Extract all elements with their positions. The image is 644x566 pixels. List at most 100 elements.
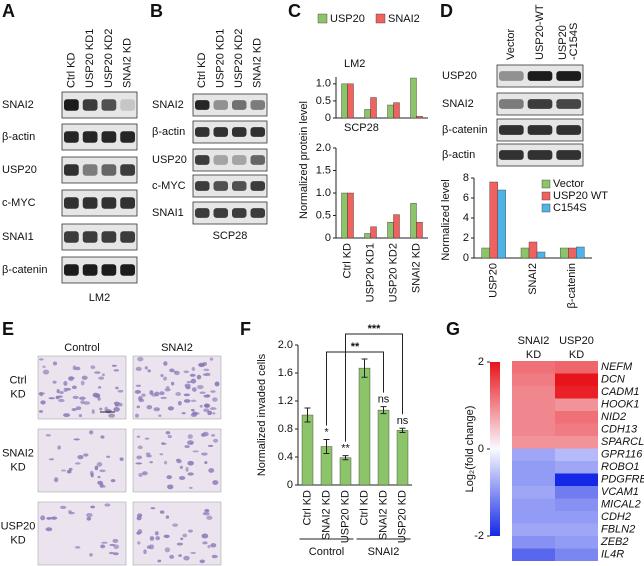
blot-band: [499, 99, 524, 109]
cell: [72, 395, 79, 399]
cell: [212, 412, 216, 415]
blot-band: [64, 99, 79, 111]
cell: [207, 444, 214, 447]
cell: [39, 358, 44, 361]
y-tick-label: 8: [463, 172, 469, 184]
row-label: Ctrl: [9, 374, 26, 386]
cell: [99, 469, 106, 473]
heat-cell: [512, 548, 555, 561]
gene-label: HOOK1: [601, 399, 640, 411]
cell: [184, 445, 190, 449]
cell: [89, 553, 93, 557]
cell: [68, 511, 75, 515]
heat-cell: [512, 373, 555, 386]
bar: [347, 83, 354, 119]
cell: [189, 373, 196, 377]
cell: [187, 460, 194, 466]
blot-caption: LM2: [89, 292, 110, 304]
column-label: SNAI2: [518, 335, 550, 347]
cell: [86, 512, 93, 518]
y-axis-label: Normalized protein level: [298, 101, 310, 219]
y-tick-label: 2.0: [278, 339, 293, 351]
y-axis-label: Normalized invaded cells: [256, 353, 268, 476]
cell: [74, 462, 81, 465]
column-label: KD: [526, 349, 541, 361]
cell: [183, 399, 191, 403]
cell: [208, 468, 215, 473]
column-label: USP20: [559, 335, 594, 347]
x-tick-label: SNAI2 KD: [410, 243, 422, 293]
cell: [53, 477, 59, 483]
x-tick-label: USP20 KD: [339, 490, 351, 543]
lane-label: USP20 KD1: [84, 29, 96, 88]
legend-swatch: [541, 179, 551, 189]
cell: [92, 392, 99, 398]
blot-band: [213, 155, 228, 165]
cell: [202, 431, 209, 437]
cell: [210, 543, 217, 548]
x-tick-label: SNAI2: [527, 263, 539, 295]
legend-label: USP20 WT: [553, 190, 608, 202]
blot-row-label: c-MYC: [2, 197, 36, 209]
bar: [489, 181, 498, 259]
cell: [71, 385, 77, 390]
blot-band: [64, 264, 79, 276]
y-tick-label: 0: [325, 232, 331, 244]
y-tick-label: 0.5: [316, 95, 331, 107]
cell: [169, 554, 175, 559]
gene-label: CDH2: [601, 511, 631, 523]
cell: [197, 385, 204, 390]
cell: [186, 380, 192, 384]
blot-row-label: c-MYC: [152, 180, 186, 192]
blot-caption: SCP28: [213, 230, 248, 242]
blot-band: [101, 99, 117, 111]
cell: [192, 450, 199, 453]
bar: [347, 192, 354, 239]
cell: [203, 368, 210, 372]
cell: [108, 413, 116, 418]
blot-band: [250, 100, 265, 110]
chart-title: LM2: [344, 58, 365, 70]
y-tick-label: 0.8: [278, 423, 293, 435]
bar: [416, 222, 423, 239]
cell: [169, 368, 175, 373]
cell: [214, 381, 220, 387]
cell: [100, 435, 105, 439]
cell: [99, 482, 104, 488]
y-tick-label: 2: [463, 232, 469, 244]
gene-label: CDH13: [601, 424, 638, 436]
cell: [134, 389, 142, 394]
cell: [138, 398, 145, 403]
gene-label: NEFM: [601, 361, 633, 373]
cell: [188, 486, 193, 489]
blot-band: [64, 231, 79, 243]
gene-label: IL4R: [601, 549, 624, 561]
cell: [183, 555, 190, 561]
cell: [191, 367, 196, 371]
cell: [60, 505, 67, 509]
cell: [150, 507, 156, 510]
error-bar: [342, 455, 349, 461]
bar: [576, 246, 585, 259]
bar: [568, 247, 577, 259]
blot-band: [101, 131, 117, 143]
y-axis-label: Normalized level: [440, 179, 452, 260]
bar: [341, 192, 348, 239]
cell: [199, 559, 205, 564]
cell: [174, 370, 180, 376]
cell: [189, 442, 193, 445]
blot-band: [120, 264, 135, 276]
panel-letter: F: [240, 319, 251, 339]
cell: [196, 374, 202, 380]
cell: [202, 512, 210, 516]
bar: [497, 189, 506, 259]
cell: [182, 533, 188, 538]
cell: [183, 370, 189, 374]
blot-row-label: USP20: [442, 70, 477, 82]
legend-swatch: [541, 191, 551, 201]
cell: [144, 437, 150, 440]
gene-label: MICAL2: [601, 499, 641, 511]
x-tick-label: USP20 KD1: [364, 243, 376, 302]
cell: [143, 549, 147, 555]
bar: [339, 457, 352, 486]
